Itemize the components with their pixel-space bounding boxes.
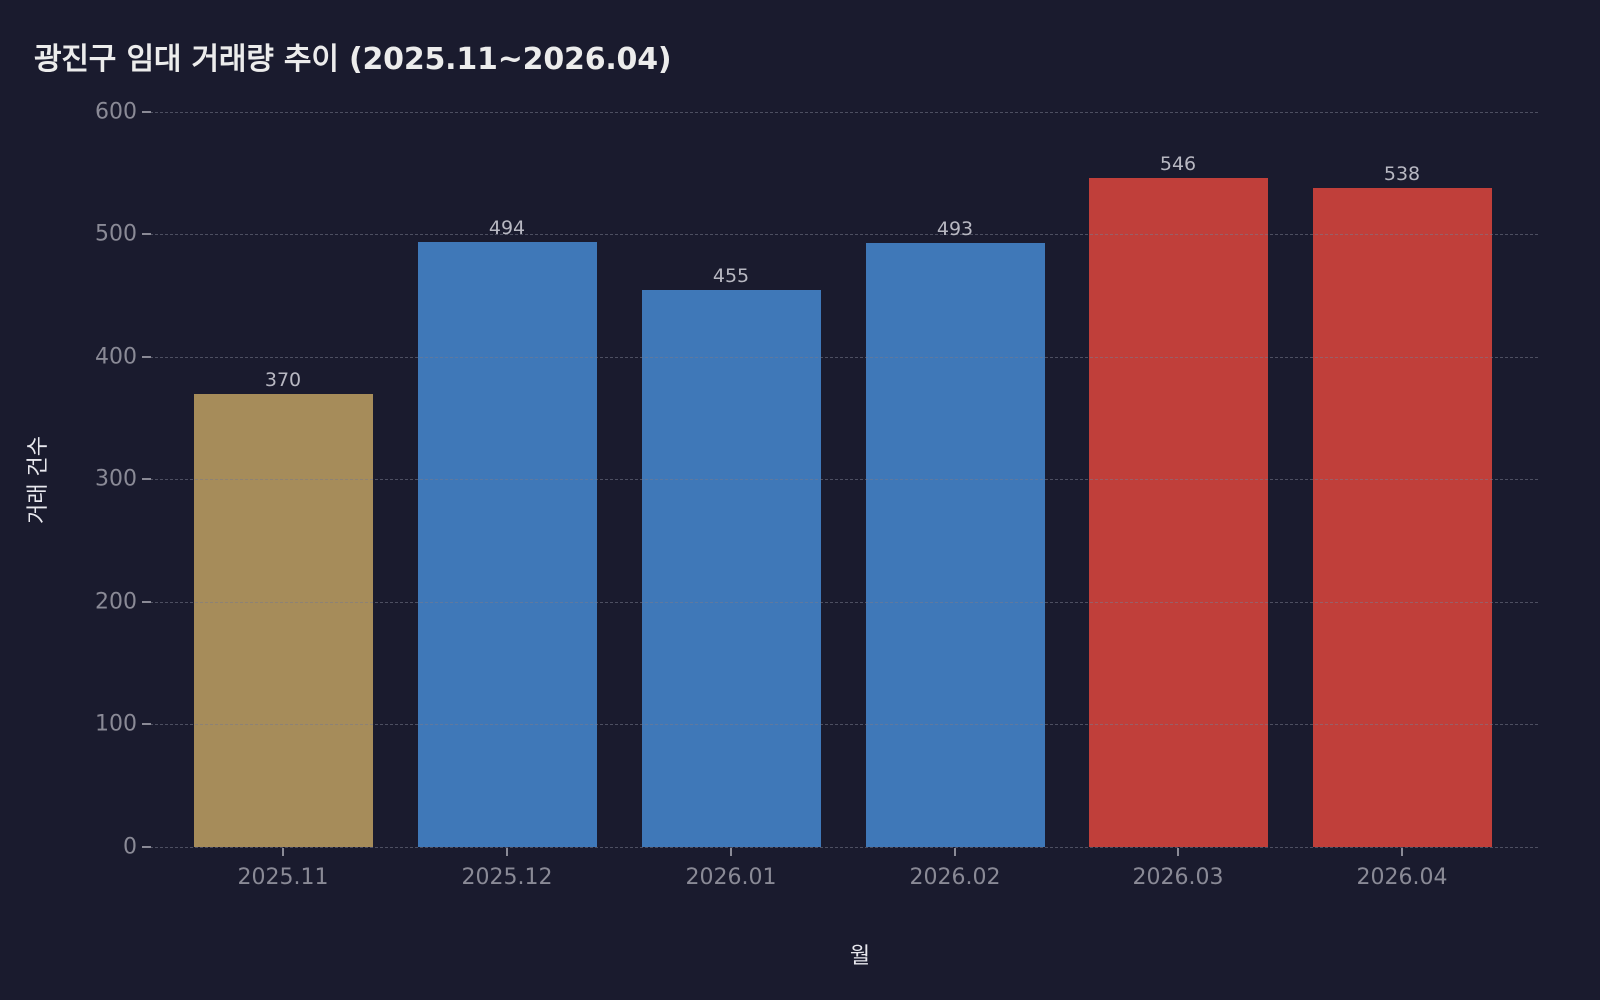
y-tick-600: [142, 111, 151, 113]
x-tick: [730, 848, 732, 856]
y-axis-title: 거래 건수: [26, 436, 51, 524]
y-tick-label-500: 500: [95, 221, 137, 247]
x-tick: [282, 848, 284, 856]
bar-2026-01: [641, 289, 821, 847]
gridline-100: [150, 724, 1538, 725]
bar-value-label: 493: [936, 218, 974, 241]
y-tick-label-600: 600: [95, 99, 137, 125]
bar-2025-12: [417, 241, 597, 847]
y-tick-500: [142, 233, 151, 235]
x-tick-label: 2025.11: [237, 865, 329, 890]
bar-value-label: 455: [712, 264, 750, 287]
bar-value-label: 494: [488, 216, 526, 239]
gridline-600: [150, 112, 1538, 113]
y-tick-400: [142, 356, 151, 358]
gridline-400: [150, 357, 1538, 358]
bar-2026-03: [1088, 178, 1268, 847]
bar-2026-02: [865, 243, 1045, 847]
bar-2025-11: [193, 393, 373, 847]
gridline-200: [150, 602, 1538, 603]
x-tick-label: 2025.12: [461, 865, 553, 890]
x-tick: [1177, 848, 1179, 856]
x-tick-label: 2026.04: [1356, 865, 1448, 890]
chart-title: 광진구 임대 거래량 추이 (2025.11~2026.04): [34, 42, 672, 77]
x-tick: [506, 848, 508, 856]
y-tick-0: [142, 846, 151, 848]
bar-value-label: 538: [1383, 162, 1421, 185]
y-tick-200: [142, 601, 151, 603]
y-tick-label-200: 200: [95, 589, 137, 615]
x-tick: [1401, 848, 1403, 856]
y-tick-label-100: 100: [95, 711, 137, 737]
x-axis-title: 월: [849, 944, 871, 969]
bar-value-label: 546: [1159, 153, 1197, 176]
x-tick: [954, 848, 956, 856]
bar-2026-04: [1312, 187, 1492, 847]
gridline-300: [150, 479, 1538, 480]
gridline-500: [150, 234, 1538, 235]
y-tick-label-0: 0: [123, 834, 137, 860]
x-tick-label: 2026.01: [685, 865, 777, 890]
x-tick-label: 2026.03: [1132, 865, 1224, 890]
x-tick-label: 2026.02: [909, 865, 1001, 890]
y-tick-100: [142, 723, 151, 725]
gridline-0: [150, 847, 1538, 848]
y-tick-label-400: 400: [95, 344, 137, 370]
y-tick-label-300: 300: [95, 466, 137, 492]
y-tick-300: [142, 478, 151, 480]
bar-value-label: 370: [264, 368, 302, 391]
